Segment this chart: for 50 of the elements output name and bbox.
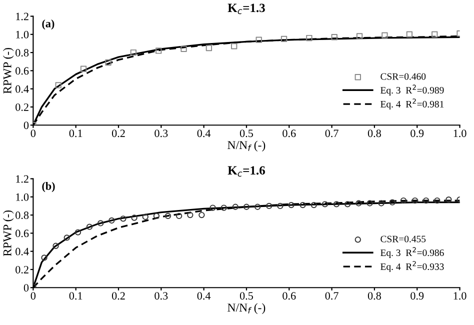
- legend-label: CSR=0.460: [380, 73, 426, 80]
- y-tick-label: 1.0: [16, 193, 29, 201]
- x-tick-label: 0.9: [410, 292, 424, 300]
- legend-label: Eq. 3 R$^{2}$=0.986: [380, 247, 444, 258]
- annotation: (a): [42, 20, 54, 30]
- x-tick-label: 0: [30, 292, 36, 300]
- y-tick-label: 0.6: [16, 67, 29, 75]
- x-tick-label: 0.7: [325, 292, 338, 300]
- x-tick-label: 0.1: [69, 292, 82, 300]
- y-tick-label: 0.2: [16, 266, 28, 274]
- legend-label: Eq. 4 R$^{2}$=0.933: [380, 261, 444, 272]
- chart-title: K$_{c}$=1.6: [228, 166, 265, 177]
- x-tick-label: 0.2: [112, 292, 125, 300]
- x-tick-label: 0.3: [154, 292, 168, 300]
- y-axis-title: RPWP (-): [3, 210, 14, 256]
- x-tick-label: 0.3: [154, 130, 168, 138]
- x-tick-label: 0.6: [282, 130, 296, 138]
- x-axis-title: N/N$_{f}$ (-): [228, 140, 266, 152]
- y-tick-label: 0: [24, 122, 29, 130]
- y-axis-title: RPWP (-): [3, 48, 14, 94]
- y-tick-label: 0.8: [16, 212, 29, 220]
- y-tick-label: 0.6: [16, 230, 29, 238]
- x-tick-label: 0.7: [325, 130, 338, 138]
- x-tick-label: 0.4: [197, 130, 211, 138]
- annotation: (b): [42, 182, 55, 192]
- y-tick-label: 1.0: [16, 30, 29, 38]
- y-tick-label: 0: [24, 284, 29, 292]
- y-tick-label: 0.4: [16, 248, 29, 256]
- x-tick-label: 0.1: [69, 130, 82, 138]
- x-tick-label: 0.4: [197, 292, 211, 300]
- y-tick-label: 1.2: [16, 175, 28, 183]
- x-tick-label: 0.6: [282, 292, 296, 300]
- legend-label: CSR=0.455: [380, 236, 426, 242]
- x-tick-label: 0.9: [410, 130, 424, 138]
- x-tick-label: 0: [30, 130, 36, 138]
- y-tick-label: 0.2: [16, 103, 28, 111]
- legend-label: Eq. 4 R$^{2}$=0.981: [380, 98, 444, 110]
- legend-label: Eq. 3 R$^{2}$=0.989: [380, 84, 444, 96]
- y-tick-label: 0.4: [16, 85, 29, 93]
- x-tick-label: 0.5: [240, 292, 253, 300]
- x-tick-label: 0.8: [368, 130, 381, 138]
- x-tick-label: 1.0: [454, 130, 466, 138]
- y-tick-label: 0.8: [16, 49, 29, 57]
- x-tick-label: 1.0: [454, 292, 466, 300]
- y-tick-label: 1.2: [16, 12, 28, 20]
- x-tick-label: 0.2: [112, 130, 125, 138]
- chart-title: K$_{c}$=1.3: [228, 4, 265, 14]
- x-tick-label: 0.5: [240, 130, 253, 138]
- x-tick-label: 0.8: [368, 292, 381, 300]
- x-axis-title: N/N$_{f}$ (-): [228, 303, 266, 314]
